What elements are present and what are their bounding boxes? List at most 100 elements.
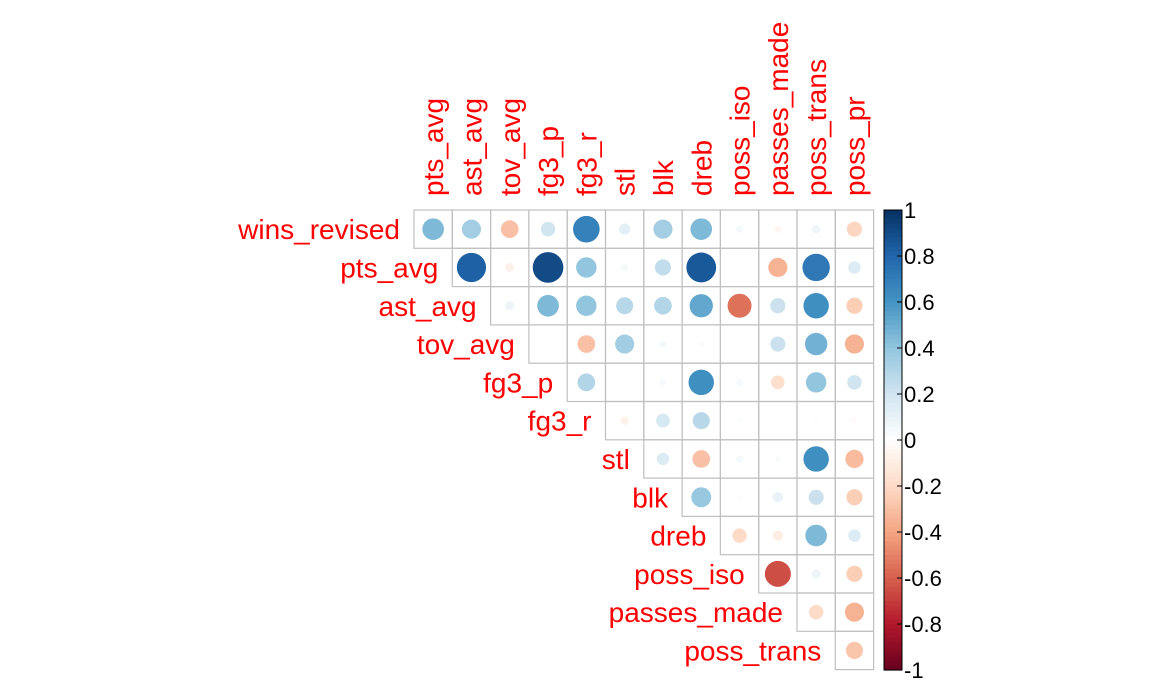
colorbar-tick-label: -0.4: [904, 520, 942, 545]
corr-circle-stl-blk: [656, 452, 670, 466]
colorbar-segment: [884, 536, 902, 542]
corr-circle-ast_avg-poss_trans: [803, 293, 829, 319]
colorbar-tick-label: -0.2: [904, 474, 942, 499]
corr-circle-wins_revised-stl: [619, 223, 631, 235]
colorbar-segment: [884, 288, 902, 294]
colorbar-segment: [884, 444, 902, 450]
colorbar-segment: [884, 527, 902, 533]
colorbar-segment: [884, 210, 902, 216]
colorbar-segment: [884, 545, 902, 551]
colorbar-segment: [884, 219, 902, 225]
colorbar-segment: [884, 237, 902, 243]
column-labels: pts_avg ast_avg tov_avg fg3_p fg3_r stl blk dre…: [418, 22, 870, 196]
colorbar-segment: [884, 407, 902, 413]
colorbar-segment: [884, 366, 902, 372]
row-label-stl: stl: [602, 444, 630, 475]
colorbar-segment: [884, 637, 902, 643]
corr-circle-wins_revised-poss_pr: [846, 221, 863, 237]
row-label-blk: blk: [632, 482, 669, 513]
colorbar-segment: [884, 242, 902, 248]
corr-circle-wins_revised-fg3_p: [540, 221, 556, 237]
corr-circle-fg3_p-fg3_r: [577, 373, 596, 392]
colorbar-segment: [884, 568, 902, 574]
column-label-stl: stl: [610, 168, 641, 196]
corr-circle-ast_avg-fg3_p: [537, 294, 559, 317]
colorbar-segment: [884, 260, 902, 266]
corr-circle-pts_avg-stl: [621, 263, 629, 272]
row-label-fg3_p: fg3_p: [483, 367, 553, 398]
colorbar-segment: [884, 343, 902, 349]
colorbar-segment: [884, 660, 902, 666]
corr-circle-ast_avg-dreb: [689, 294, 713, 318]
colorbar-tick-label: 0: [904, 428, 916, 453]
corr-circle-fg3_r-stl: [620, 416, 629, 425]
colorbar-segment: [884, 389, 902, 395]
corr-circle-fg3_r-poss_pr: [851, 417, 858, 424]
corr-circle-ast_avg-poss_pr: [846, 297, 863, 314]
corr-circle-fg3_p-passes_made: [771, 375, 785, 390]
colorbar-segment: [884, 394, 902, 400]
corr-circle-wins_revised-poss_trans: [811, 224, 821, 234]
colorbar-segment: [884, 426, 902, 432]
row-label-passes_made: passes_made: [609, 597, 783, 628]
corr-circle-blk-passes_made: [772, 492, 783, 503]
colorbar-segment: [884, 398, 902, 404]
colorbar-segment: [884, 513, 902, 519]
column-label-tov_avg: tov_avg: [495, 98, 526, 196]
colorbar-segment: [884, 306, 902, 312]
colorbar-segment: [884, 375, 902, 381]
column-label-pts_avg: pts_avg: [418, 98, 449, 196]
corr-circle-dreb-poss_trans: [805, 524, 827, 547]
grid-cell: [528, 324, 568, 364]
colorbar-segment: [884, 297, 902, 303]
corr-circle-pts_avg-fg3_p: [532, 252, 564, 283]
colorbar-segment: [884, 315, 902, 321]
column-label-blk: blk: [648, 159, 679, 196]
colorbar-segment: [884, 430, 902, 436]
row-labels: wins_revised pts_avg ast_avg tov_avg fg3_pfg…: [237, 214, 821, 666]
colorbar-segment: [884, 256, 902, 262]
colorbar-segment: [884, 518, 902, 524]
corr-circle-fg3_p-poss_iso: [735, 378, 744, 386]
colorbar-segment: [884, 665, 902, 671]
colorbar-segment: [884, 591, 902, 597]
colorbar-segment: [884, 269, 902, 275]
row-label-poss_iso: poss_iso: [634, 559, 745, 590]
colorbar-segment: [884, 651, 902, 657]
colorbar-segment: [884, 486, 902, 492]
column-label-dreb: dreb: [686, 140, 717, 196]
column-label-passes_made: passes_made: [763, 22, 794, 196]
colorbar-segment: [884, 642, 902, 648]
corr-circle-pts_avg-passes_made: [768, 257, 788, 278]
colorbar-tick-label: 0.2: [904, 382, 935, 407]
corr-circle-ast_avg-poss_iso: [727, 293, 752, 318]
colorbar-segment: [884, 371, 902, 377]
colorbar-segment: [884, 449, 902, 455]
colorbar-segment: [884, 357, 902, 363]
corr-circle-stl-poss_pr: [845, 449, 864, 469]
colorbar-segment: [884, 656, 902, 662]
colorbar-segment: [884, 472, 902, 478]
colorbar-segment: [884, 624, 902, 630]
corr-circle-tov_avg-passes_made: [770, 336, 786, 352]
grid-cell: [758, 400, 798, 441]
corr-circle-poss_iso-poss_trans: [811, 569, 821, 579]
colorbar-segment: [884, 628, 902, 634]
corr-circle-poss_trans-poss_pr: [845, 641, 863, 659]
colorbar-segment: [884, 283, 902, 289]
corr-circle-passes_made-poss_trans: [808, 604, 824, 620]
corr-circle-wins_revised-pts_avg: [422, 218, 444, 240]
colorbar-segment: [884, 302, 902, 308]
row-label-poss_trans: poss_trans: [684, 635, 821, 666]
grid-cell: [719, 324, 760, 364]
colorbar-segment: [884, 246, 902, 252]
corr-circle-blk-dreb: [691, 487, 712, 508]
corr-circle-ast_avg-blk: [654, 296, 672, 315]
colorbar-segment: [884, 463, 902, 469]
corr-circle-pts_avg-poss_trans: [802, 253, 830, 282]
corr-circle-pts_avg-fg3_r: [576, 257, 597, 278]
colorbar-segment: [884, 265, 902, 271]
colorbar: 1 0.8 0.6 0.4 0.2 0 -0.2 -0.4 -0.6 -0.8 -1: [883, 198, 942, 683]
corr-circle-dreb-poss_iso: [732, 528, 747, 543]
colorbar-segment: [884, 412, 902, 418]
